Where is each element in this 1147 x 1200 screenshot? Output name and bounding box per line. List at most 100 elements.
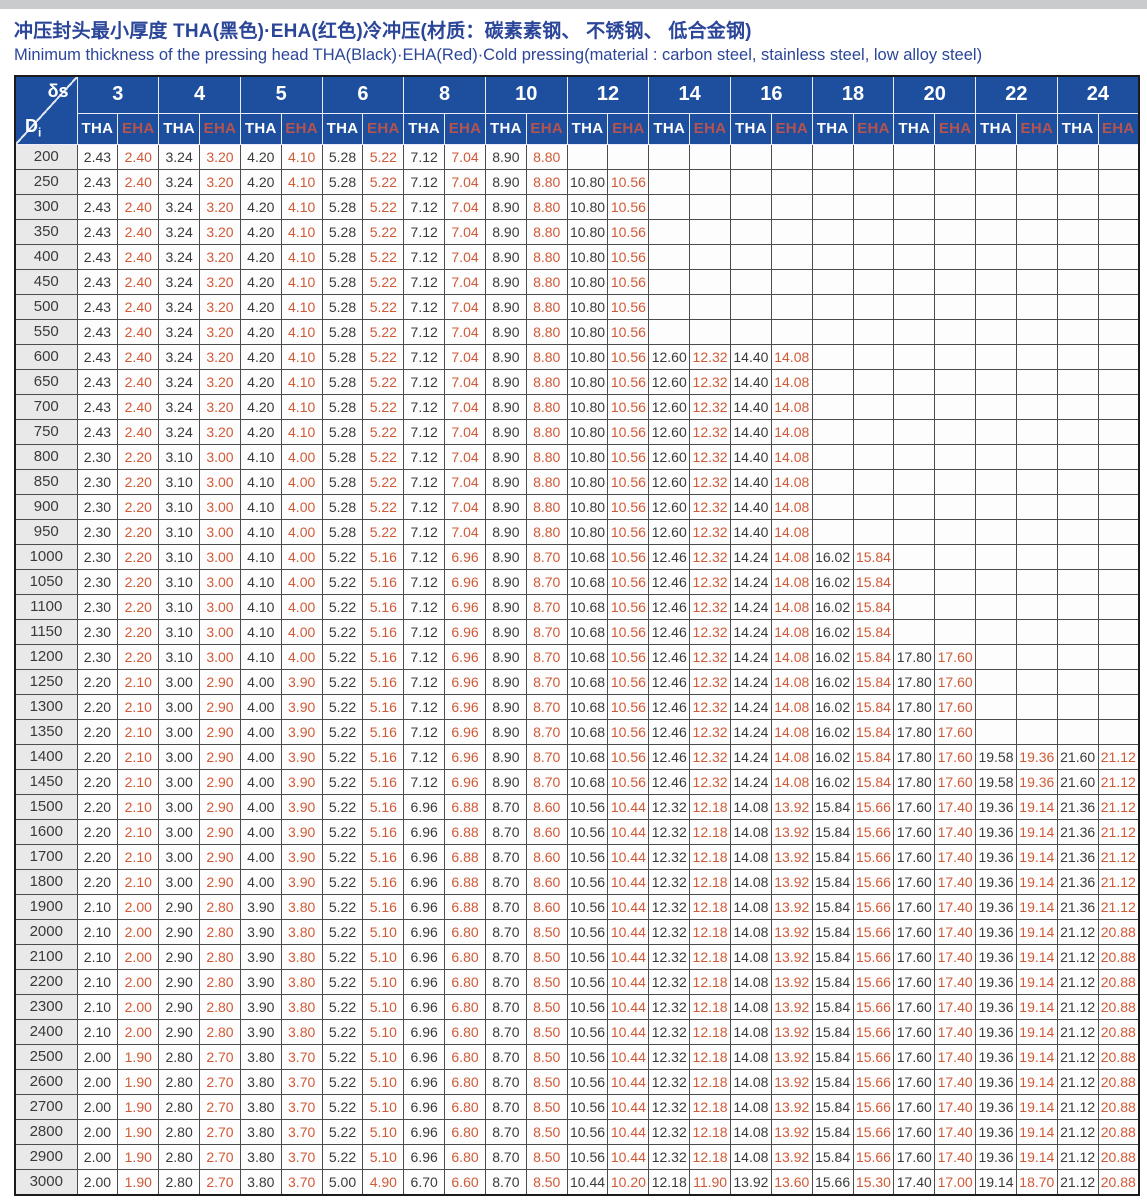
eha-value-cell: 3.20 xyxy=(200,194,241,219)
tha-value-cell xyxy=(812,294,853,319)
eha-value-cell: 21.12 xyxy=(1098,769,1139,794)
tha-value-cell: 7.12 xyxy=(404,169,445,194)
tha-value-cell: 15.84 xyxy=(812,919,853,944)
eha-value-cell: 3.00 xyxy=(200,444,241,469)
eha-value-cell: 7.04 xyxy=(445,394,486,419)
tha-value-cell: 2.43 xyxy=(77,219,118,244)
eha-value-cell: 8.80 xyxy=(526,344,567,369)
eha-subheader: EHA xyxy=(771,113,812,144)
tha-value-cell: 7.12 xyxy=(404,694,445,719)
tha-value-cell: 16.02 xyxy=(812,669,853,694)
tha-value-cell: 2.80 xyxy=(159,1169,200,1195)
tha-value-cell: 3.00 xyxy=(159,869,200,894)
tha-value-cell xyxy=(976,444,1017,469)
tha-value-cell: 4.00 xyxy=(240,869,281,894)
eha-value-cell: 6.96 xyxy=(445,619,486,644)
eha-value-cell: 1.90 xyxy=(118,1144,159,1169)
tha-value-cell: 10.80 xyxy=(567,519,608,544)
tha-value-cell xyxy=(976,344,1017,369)
eha-value-cell: 6.96 xyxy=(445,769,486,794)
eha-value-cell: 3.00 xyxy=(200,494,241,519)
eha-value-cell: 6.96 xyxy=(445,544,486,569)
tha-value-cell xyxy=(649,194,690,219)
eha-value-cell: 8.50 xyxy=(526,1069,567,1094)
eha-value-cell: 6.96 xyxy=(445,694,486,719)
tha-value-cell: 21.36 xyxy=(1057,794,1098,819)
eha-value-cell: 13.92 xyxy=(771,894,812,919)
eha-value-cell: 15.84 xyxy=(853,694,894,719)
eha-value-cell xyxy=(1098,444,1139,469)
tha-value-cell: 3.00 xyxy=(159,744,200,769)
eha-value-cell: 4.00 xyxy=(281,644,322,669)
eha-value-cell: 2.00 xyxy=(118,919,159,944)
tha-value-cell: 21.12 xyxy=(1057,1169,1098,1195)
eha-value-cell xyxy=(1098,369,1139,394)
tha-value-cell: 2.30 xyxy=(77,644,118,669)
eha-value-cell: 4.00 xyxy=(281,544,322,569)
tha-value-cell: 3.90 xyxy=(240,969,281,994)
tha-value-cell: 5.28 xyxy=(322,369,363,394)
eha-value-cell: 17.60 xyxy=(935,694,976,719)
tha-value-cell xyxy=(894,294,935,319)
eha-value-cell: 14.08 xyxy=(771,419,812,444)
table-row: 28002.001.902.802.703.803.705.225.106.96… xyxy=(15,1119,1139,1144)
eha-value-cell: 5.10 xyxy=(363,1094,404,1119)
eha-value-cell: 2.90 xyxy=(200,769,241,794)
tha-value-cell: 6.96 xyxy=(404,1119,445,1144)
eha-value-cell xyxy=(935,369,976,394)
eha-value-cell: 2.40 xyxy=(118,169,159,194)
di-cell: 800 xyxy=(15,444,77,469)
eha-value-cell: 12.32 xyxy=(690,694,731,719)
eha-value-cell: 15.66 xyxy=(853,869,894,894)
tha-value-cell: 17.60 xyxy=(894,969,935,994)
table-row: 2502.432.403.243.204.204.105.285.227.127… xyxy=(15,169,1139,194)
tha-value-cell: 8.70 xyxy=(485,819,526,844)
di-cell: 2700 xyxy=(15,1094,77,1119)
eha-value-cell: 1.90 xyxy=(118,1069,159,1094)
tha-subheader: THA xyxy=(649,113,690,144)
eha-value-cell: 10.56 xyxy=(608,644,649,669)
tha-value-cell: 2.90 xyxy=(159,1019,200,1044)
tha-value-cell: 10.68 xyxy=(567,594,608,619)
eha-value-cell xyxy=(1016,544,1057,569)
eha-value-cell: 3.80 xyxy=(281,1019,322,1044)
eha-value-cell: 4.10 xyxy=(281,419,322,444)
eha-value-cell: 19.14 xyxy=(1016,994,1057,1019)
tha-value-cell: 12.60 xyxy=(649,419,690,444)
tha-value-cell: 4.20 xyxy=(240,144,281,169)
tha-value-cell: 2.43 xyxy=(77,419,118,444)
eha-value-cell: 5.10 xyxy=(363,1119,404,1144)
tha-value-cell: 10.56 xyxy=(567,1069,608,1094)
tha-value-cell: 8.70 xyxy=(485,1044,526,1069)
tha-value-cell: 10.80 xyxy=(567,169,608,194)
eha-value-cell: 12.32 xyxy=(690,719,731,744)
di-cell: 2800 xyxy=(15,1119,77,1144)
tha-value-cell: 5.22 xyxy=(322,594,363,619)
tha-value-cell xyxy=(1057,269,1098,294)
eha-value-cell xyxy=(853,344,894,369)
tha-value-cell: 7.12 xyxy=(404,294,445,319)
eha-value-cell: 4.00 xyxy=(281,469,322,494)
eha-value-cell: 17.60 xyxy=(935,769,976,794)
tha-value-cell: 5.28 xyxy=(322,294,363,319)
eha-value-cell: 6.96 xyxy=(445,669,486,694)
tha-value-cell: 10.68 xyxy=(567,744,608,769)
table-row: 2002.432.403.243.204.204.105.285.227.127… xyxy=(15,144,1139,169)
eha-value-cell: 12.18 xyxy=(690,794,731,819)
eha-value-cell: 7.04 xyxy=(445,219,486,244)
tha-value-cell: 5.22 xyxy=(322,969,363,994)
eha-value-cell: 10.56 xyxy=(608,269,649,294)
tha-value-cell xyxy=(812,169,853,194)
eha-value-cell: 4.10 xyxy=(281,344,322,369)
eha-value-cell: 13.92 xyxy=(771,994,812,1019)
tha-value-cell: 10.68 xyxy=(567,719,608,744)
eha-value-cell: 3.70 xyxy=(281,1169,322,1195)
tha-value-cell: 16.02 xyxy=(812,594,853,619)
eha-value-cell: 3.90 xyxy=(281,719,322,744)
eha-value-cell: 8.80 xyxy=(526,144,567,169)
tha-value-cell xyxy=(976,669,1017,694)
tha-value-cell: 2.20 xyxy=(77,844,118,869)
tha-value-cell: 14.08 xyxy=(731,994,772,1019)
tha-value-cell: 7.12 xyxy=(404,344,445,369)
eha-value-cell: 2.90 xyxy=(200,744,241,769)
